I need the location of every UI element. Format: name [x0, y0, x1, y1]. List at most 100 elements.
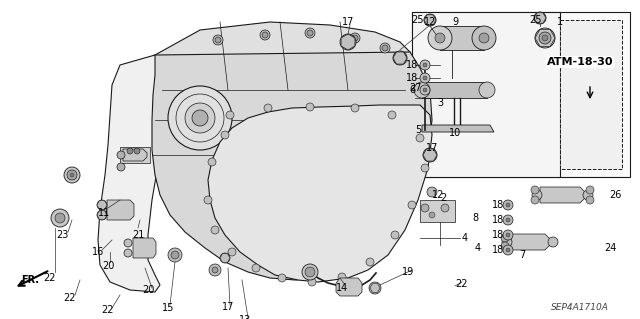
- Circle shape: [228, 248, 236, 256]
- Circle shape: [423, 148, 437, 162]
- Circle shape: [55, 213, 65, 223]
- Circle shape: [340, 34, 356, 50]
- Circle shape: [503, 230, 513, 240]
- Text: 6: 6: [409, 85, 415, 95]
- Text: 13: 13: [239, 315, 251, 319]
- Circle shape: [209, 264, 221, 276]
- Circle shape: [168, 248, 182, 262]
- Text: 17: 17: [426, 143, 438, 153]
- Text: 3: 3: [437, 98, 443, 108]
- Text: 21: 21: [132, 230, 144, 240]
- Text: 19: 19: [402, 267, 414, 277]
- Circle shape: [479, 82, 495, 98]
- Circle shape: [292, 167, 348, 223]
- Circle shape: [134, 148, 140, 154]
- Circle shape: [97, 210, 107, 220]
- Text: 24: 24: [604, 243, 616, 253]
- Text: FR.: FR.: [21, 275, 39, 285]
- Circle shape: [423, 76, 427, 80]
- Circle shape: [316, 191, 324, 199]
- Circle shape: [234, 154, 262, 182]
- Polygon shape: [370, 284, 380, 292]
- Circle shape: [171, 251, 179, 259]
- Text: 20: 20: [102, 261, 114, 271]
- Text: 4: 4: [475, 243, 481, 253]
- Circle shape: [479, 33, 489, 43]
- Polygon shape: [423, 149, 437, 161]
- Text: 22: 22: [64, 293, 76, 303]
- Circle shape: [393, 51, 407, 65]
- Text: 26: 26: [609, 190, 621, 200]
- Circle shape: [124, 249, 132, 257]
- Text: 22: 22: [456, 279, 468, 289]
- Circle shape: [472, 26, 496, 50]
- Circle shape: [117, 151, 125, 159]
- Polygon shape: [208, 105, 432, 282]
- Circle shape: [534, 12, 546, 24]
- Circle shape: [380, 43, 390, 53]
- Circle shape: [248, 123, 392, 267]
- Polygon shape: [534, 13, 546, 23]
- Circle shape: [310, 185, 330, 205]
- Circle shape: [396, 54, 404, 62]
- Polygon shape: [341, 34, 355, 50]
- Text: 17: 17: [222, 302, 234, 312]
- Text: 25: 25: [529, 15, 541, 25]
- Circle shape: [97, 200, 107, 210]
- Circle shape: [350, 33, 360, 43]
- Text: 18: 18: [492, 230, 504, 240]
- Bar: [120, 147, 150, 163]
- Circle shape: [429, 212, 435, 218]
- Circle shape: [423, 88, 427, 92]
- Circle shape: [435, 33, 445, 43]
- Text: 1: 1: [557, 17, 563, 27]
- Text: 25: 25: [412, 15, 424, 25]
- Text: 10: 10: [449, 128, 461, 138]
- Circle shape: [192, 110, 208, 126]
- Circle shape: [117, 163, 125, 171]
- Polygon shape: [336, 278, 362, 296]
- Circle shape: [531, 196, 539, 204]
- Circle shape: [264, 104, 272, 112]
- Circle shape: [583, 190, 593, 200]
- Circle shape: [382, 45, 388, 51]
- Text: 2: 2: [440, 193, 446, 203]
- Polygon shape: [510, 234, 550, 250]
- Text: 23: 23: [56, 230, 68, 240]
- Text: 22: 22: [102, 305, 115, 315]
- Circle shape: [215, 37, 221, 43]
- Circle shape: [506, 248, 510, 252]
- Circle shape: [220, 253, 230, 263]
- Circle shape: [127, 148, 133, 154]
- Text: 27: 27: [409, 83, 421, 93]
- Bar: [560, 20, 622, 169]
- Text: SEP4A1710A: SEP4A1710A: [551, 303, 609, 313]
- Circle shape: [185, 103, 215, 133]
- Circle shape: [503, 200, 513, 210]
- Circle shape: [168, 86, 232, 150]
- Circle shape: [305, 267, 315, 277]
- Text: 18: 18: [406, 73, 418, 83]
- Circle shape: [586, 186, 594, 194]
- Circle shape: [51, 209, 69, 227]
- Circle shape: [391, 231, 399, 239]
- Polygon shape: [422, 82, 487, 98]
- Circle shape: [352, 35, 358, 41]
- Text: 11: 11: [98, 208, 110, 218]
- Polygon shape: [220, 254, 230, 262]
- Circle shape: [502, 237, 512, 247]
- Circle shape: [414, 82, 430, 98]
- Circle shape: [242, 162, 254, 174]
- Circle shape: [278, 274, 286, 282]
- Polygon shape: [97, 211, 107, 219]
- Circle shape: [420, 85, 430, 95]
- Polygon shape: [422, 125, 494, 132]
- Circle shape: [542, 35, 548, 41]
- Polygon shape: [393, 52, 407, 64]
- Circle shape: [226, 111, 234, 119]
- Text: 7: 7: [519, 250, 525, 260]
- Text: 15: 15: [162, 303, 174, 313]
- Text: 8: 8: [472, 213, 478, 223]
- Circle shape: [427, 187, 437, 197]
- Text: 4: 4: [462, 233, 468, 243]
